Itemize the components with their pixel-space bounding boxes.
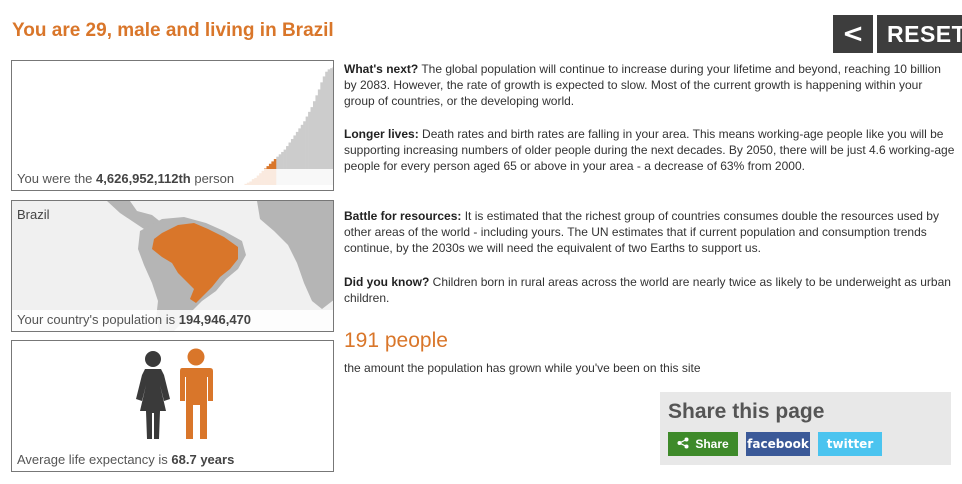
population-bar xyxy=(303,121,306,185)
central-america-shape xyxy=(107,201,162,231)
population-counter: 191 people xyxy=(344,329,448,352)
paragraph-text: The global population will continue to i… xyxy=(344,62,941,109)
population-bar xyxy=(320,82,324,185)
paragraph-text: Death rates and birth rates are falling … xyxy=(344,127,955,174)
share-button-label: Share xyxy=(695,437,729,451)
population-bar xyxy=(283,149,287,185)
paragraph-whats-next: What's next? The global population will … xyxy=(344,61,956,110)
population-bar xyxy=(293,135,297,185)
population-bar xyxy=(325,71,328,185)
share-icon xyxy=(677,437,689,452)
country-population-caption: Your country's population is 194,946,470 xyxy=(17,312,251,327)
caption-suffix: person xyxy=(190,171,235,186)
paragraph-longer-lives: Longer lives: Death rates and birth rate… xyxy=(344,126,956,175)
population-bar xyxy=(312,101,316,185)
male-figure-icon xyxy=(180,348,213,439)
country-name: Brazil xyxy=(17,207,50,222)
birth-rank-value: 4,626,952,112th xyxy=(96,171,191,186)
paragraph-battle-for-resources: Battle for resources: It is estimated th… xyxy=(344,208,956,257)
population-bar xyxy=(300,124,304,185)
paragraph-heading: Battle for resources: xyxy=(344,209,462,223)
population-bar xyxy=(327,69,331,185)
share-title: Share this page xyxy=(668,400,825,423)
birth-rank-caption: You were the 4,626,952,112th person xyxy=(17,171,234,186)
share-button[interactable]: Share xyxy=(668,432,738,456)
population-bar xyxy=(322,76,326,185)
world-map xyxy=(12,201,333,331)
caption-prefix: Average life expectancy is xyxy=(17,452,172,467)
paragraph-text: Children born in rural areas across the … xyxy=(344,275,951,306)
population-bar xyxy=(305,116,309,185)
life-expectancy-panel: Average life expectancy is 68.7 years xyxy=(11,340,334,472)
country-panel: Brazil Your country's population is 194,… xyxy=(11,200,334,332)
gender-figures xyxy=(136,348,213,439)
population-bar xyxy=(281,151,284,185)
female-figure-icon xyxy=(136,351,170,439)
caption-prefix: You were the xyxy=(17,171,97,186)
brazil-highlight xyxy=(152,223,238,303)
back-button[interactable]: < xyxy=(833,15,873,53)
population-bar xyxy=(298,128,302,185)
paragraph-heading: Longer lives: xyxy=(344,127,419,141)
paragraph-did-you-know: Did you know? Children born in rural are… xyxy=(344,274,956,306)
share-box: Share this page Share facebook twitter xyxy=(660,392,951,465)
population-bar xyxy=(315,95,319,185)
paragraph-text: It is estimated that the richest group o… xyxy=(344,209,939,256)
population-counter-note: the amount the population has grown whil… xyxy=(344,361,701,375)
facebook-share-button[interactable]: facebook xyxy=(746,432,810,456)
page-title: You are 29, male and living in Brazil xyxy=(12,20,334,41)
population-bar xyxy=(288,142,292,185)
caption-prefix: Your country's population is xyxy=(17,312,179,327)
population-bar xyxy=(332,67,333,185)
birth-rank-panel: You were the 4,626,952,112th person xyxy=(11,60,334,191)
caption-backdrop xyxy=(12,169,333,190)
population-bar xyxy=(317,89,321,185)
twitter-share-button[interactable]: twitter xyxy=(818,432,882,456)
population-bar xyxy=(286,146,289,185)
population-bar xyxy=(308,111,311,185)
life-expectancy-caption: Average life expectancy is 68.7 years xyxy=(17,452,234,467)
population-bar xyxy=(290,138,294,185)
population-bar xyxy=(310,107,314,185)
reset-button[interactable]: RESET xyxy=(877,15,962,53)
paragraph-heading: What's next? xyxy=(344,62,419,76)
population-bar xyxy=(295,131,299,185)
paragraph-heading: Did you know? xyxy=(344,275,430,289)
caption-backdrop xyxy=(12,310,333,331)
africa-shape xyxy=(257,201,333,309)
country-population-value: 194,946,470 xyxy=(178,312,252,327)
life-expectancy-value: 68.7 years xyxy=(171,452,235,467)
population-bar xyxy=(330,68,333,185)
